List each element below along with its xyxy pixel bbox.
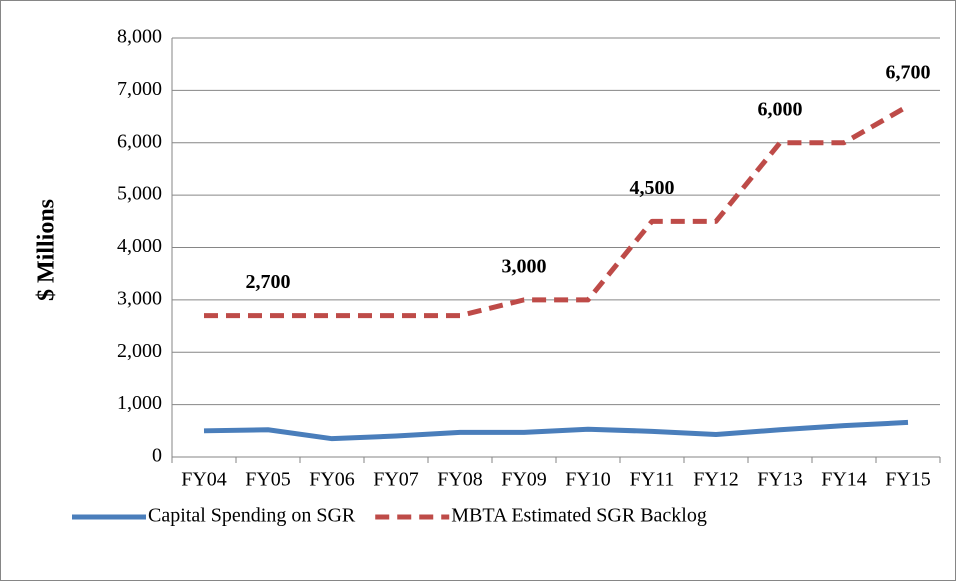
y-axis-title: $ Millions: [34, 199, 60, 301]
y-tick-label: 7,000: [117, 78, 162, 100]
x-tick-label: FY13: [757, 469, 803, 491]
data-label: 6,000: [758, 98, 803, 120]
x-tick-label: FY07: [373, 469, 419, 491]
series-line: [203, 419, 909, 442]
y-tick-label: 6,000: [117, 130, 162, 152]
data-label: 6,700: [886, 62, 931, 84]
y-tick-label: 2,000: [117, 340, 162, 362]
x-tick-label: FY11: [630, 469, 675, 491]
y-tick-label: 4,000: [117, 235, 162, 257]
y-tick-label: 0: [152, 445, 162, 467]
x-tick-label: FY04: [181, 469, 227, 491]
legend-label: Capital Spending on SGR: [148, 505, 356, 527]
x-tick-label: FY10: [565, 469, 611, 491]
series-line: [204, 103, 910, 319]
legend-label: MBTA Estimated SGR Backlog: [451, 505, 707, 527]
x-tick-label: FY06: [309, 469, 355, 491]
data-label: 2,700: [246, 271, 291, 293]
y-tick-label: 3,000: [117, 287, 162, 309]
x-tick-label: FY05: [245, 469, 291, 491]
x-tick-label: FY09: [501, 469, 547, 491]
x-tick-label: FY15: [885, 469, 931, 491]
y-tick-label: 5,000: [117, 183, 162, 205]
x-tick-label: FY12: [693, 469, 739, 491]
y-tick-label: 8,000: [117, 26, 162, 48]
data-label: 3,000: [502, 255, 547, 277]
x-tick-label: FY08: [437, 469, 483, 491]
y-tick-label: 1,000: [117, 392, 162, 414]
data-label: 4,500: [630, 177, 675, 199]
x-tick-label: FY14: [821, 469, 867, 491]
